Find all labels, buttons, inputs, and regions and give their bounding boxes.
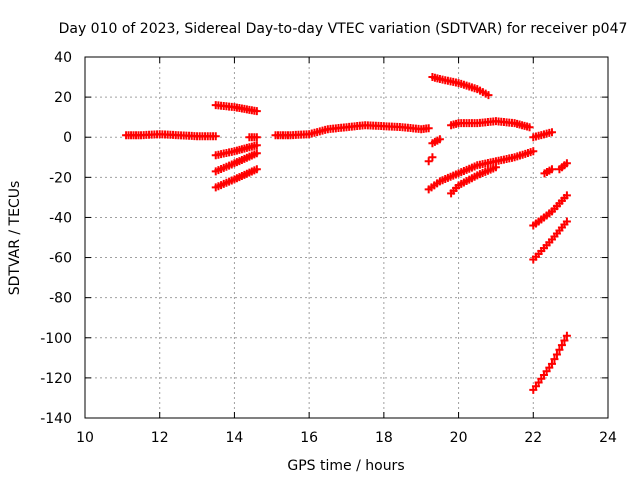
- data-series: [424, 147, 538, 194]
- y-tick-label: -20: [49, 170, 72, 186]
- data-series: [211, 149, 261, 176]
- grid-layer: [85, 57, 608, 418]
- data-series: [529, 331, 571, 394]
- y-tick-label: -40: [49, 210, 72, 226]
- y-axis-label: SDTVAR / TECUs: [7, 181, 23, 296]
- data-series: [555, 159, 571, 174]
- data-point: [491, 163, 500, 172]
- axis-layer: 10 12 14 16 18 20 22 24 40 20 0 -20 -40 -60 -80 -100 -12…: [40, 50, 617, 446]
- data-point: [547, 128, 556, 137]
- data-point: [424, 124, 433, 133]
- data-point: [562, 217, 571, 226]
- data-point: [252, 133, 261, 142]
- data-point: [435, 135, 444, 144]
- data-point: [428, 153, 437, 162]
- data-point: [547, 359, 556, 368]
- data-point: [555, 345, 564, 354]
- data-series: [529, 217, 571, 264]
- x-tick-label: 10: [76, 430, 94, 446]
- data-point: [211, 132, 220, 141]
- y-tick-label: -140: [40, 411, 72, 427]
- data-point: [550, 355, 559, 364]
- x-tick-label: 16: [300, 430, 318, 446]
- chart-title: Day 010 of 2023, Sidereal Day-to-day VTE…: [59, 21, 628, 37]
- data-series: [529, 128, 556, 142]
- data-series: [540, 165, 556, 178]
- data-series: [424, 153, 437, 166]
- data-point: [252, 165, 261, 174]
- x-axis-label: GPS time / hours: [287, 458, 404, 474]
- data-point: [547, 165, 556, 174]
- data-point: [562, 191, 571, 200]
- data-point: [560, 336, 569, 345]
- y-tick-label: -100: [40, 331, 72, 347]
- data-series: [271, 121, 433, 140]
- data-series: [428, 73, 493, 100]
- x-tick-label: 12: [151, 430, 169, 446]
- y-tick-label: 20: [54, 90, 72, 106]
- data-series: [447, 117, 534, 132]
- data-point: [252, 141, 261, 150]
- data-series: [211, 101, 261, 116]
- y-tick-label: -80: [49, 291, 72, 307]
- data-series: [211, 165, 261, 192]
- data-point: [529, 147, 538, 156]
- data-point: [562, 159, 571, 168]
- data-point: [424, 157, 433, 166]
- x-tick-label: 20: [450, 430, 468, 446]
- data-point: [484, 91, 493, 100]
- data-series: [447, 163, 500, 198]
- plot-frame: [84, 56, 609, 419]
- x-tick-label: 14: [226, 430, 244, 446]
- y-tick-label: -120: [40, 371, 72, 387]
- data-series: [245, 133, 261, 142]
- data-series: [529, 191, 571, 230]
- data-series: [211, 141, 261, 160]
- data-point: [252, 107, 261, 116]
- data-point: [562, 331, 571, 340]
- data-series: [122, 130, 220, 141]
- y-tick-label: 40: [54, 50, 72, 66]
- data-point: [557, 341, 566, 350]
- data-point: [252, 149, 261, 158]
- y-tick-label: 0: [63, 130, 72, 146]
- x-tick-label: 24: [599, 430, 617, 446]
- data-point: [525, 123, 534, 132]
- y-tick-label: -60: [49, 251, 72, 267]
- data-point: [552, 350, 561, 359]
- data-layer: [122, 73, 571, 394]
- x-tick-label: 18: [375, 430, 393, 446]
- x-tick-label: 22: [524, 430, 542, 446]
- data-series: [428, 135, 444, 148]
